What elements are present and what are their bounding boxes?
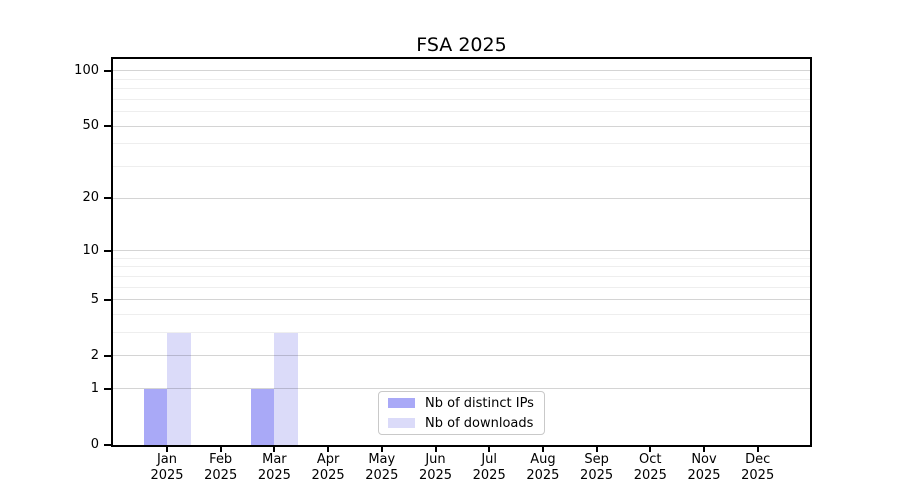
x-tick-month: Aug: [530, 452, 556, 467]
minor-gridline: [113, 111, 810, 113]
x-tick-year: 2025: [365, 468, 399, 483]
minor-gridline: [113, 314, 810, 316]
x-axis-tick-label: Dec 2025: [726, 452, 790, 484]
y-axis-tick: [104, 197, 111, 200]
x-tick-year: 2025: [741, 468, 775, 483]
y-axis-tick-label: 2: [90, 347, 99, 363]
x-axis-tick: [219, 445, 222, 452]
major-gridline: [113, 250, 810, 252]
minor-gridline: [113, 257, 810, 259]
x-tick-year: 2025: [687, 468, 721, 483]
bar-distinct-ips-jan: [143, 388, 167, 445]
y-axis-tick-label: 20: [82, 190, 99, 206]
bar-downloads-jan: [167, 332, 191, 445]
x-tick-year: 2025: [311, 468, 345, 483]
legend-entry-label: Nb of distinct IPs: [425, 395, 534, 411]
x-axis-tick-label: Jul 2025: [457, 452, 521, 484]
minor-gridline: [113, 166, 810, 168]
x-axis-tick: [595, 445, 598, 452]
x-tick-month: Feb: [209, 452, 233, 467]
y-axis-tick: [104, 69, 111, 72]
x-tick-year: 2025: [580, 468, 614, 483]
minor-gridline: [113, 88, 810, 90]
major-gridline: [113, 388, 810, 390]
minor-gridline: [113, 275, 810, 277]
y-axis-tick-label: 50: [82, 118, 99, 134]
x-axis-tick: [756, 445, 759, 452]
x-tick-year: 2025: [204, 468, 238, 483]
x-axis-tick-label: May 2025: [350, 452, 414, 484]
minor-gridline: [113, 98, 810, 100]
x-axis-tick-label: Apr 2025: [296, 452, 360, 484]
legend-entry: Nb of distinct IPs: [379, 394, 544, 412]
x-tick-month: Apr: [316, 452, 340, 467]
y-axis-tick: [104, 125, 111, 128]
x-axis-tick-label: Feb 2025: [189, 452, 253, 484]
x-tick-month: Sep: [584, 452, 609, 467]
bar-distinct-ips-mar: [250, 388, 275, 445]
x-axis-tick: [649, 445, 652, 452]
x-axis-tick-label: Oct 2025: [618, 452, 682, 484]
x-axis-tick-label: Sep 2025: [565, 452, 629, 484]
legend: Nb of distinct IPs Nb of downloads: [378, 391, 545, 435]
major-gridline: [113, 355, 810, 357]
y-axis-tick-label: 1: [90, 380, 99, 396]
minor-gridline: [113, 266, 810, 268]
legend-entry: Nb of downloads: [379, 414, 544, 432]
legend-swatch-distinct-ips: [388, 398, 415, 408]
x-axis-tick-label: Nov 2025: [672, 452, 736, 484]
x-tick-month: Mar: [262, 452, 287, 467]
major-gridline: [113, 70, 810, 72]
x-tick-month: Oct: [639, 452, 662, 467]
x-axis-tick: [380, 445, 383, 452]
y-axis-tick-label: 0: [90, 437, 99, 452]
major-gridline: [113, 197, 810, 199]
chart-title: FSA 2025: [416, 34, 507, 56]
x-axis-tick: [166, 445, 168, 452]
x-axis-tick-label: Jun 2025: [404, 452, 468, 484]
minor-gridline: [113, 286, 810, 288]
x-tick-month: Jan: [156, 452, 178, 467]
legend-swatch-downloads: [388, 418, 415, 428]
x-axis-tick-label: Aug 2025: [511, 452, 575, 484]
bar-downloads-mar: [274, 332, 298, 445]
y-axis-tick-label: 10: [82, 242, 99, 258]
x-tick-month: Nov: [691, 452, 717, 467]
x-axis-tick: [327, 445, 330, 452]
x-axis-tick-label: Jan 2025: [135, 452, 199, 484]
plot-area: [111, 57, 812, 447]
major-gridline: [113, 125, 810, 127]
x-tick-year: 2025: [150, 468, 184, 483]
x-tick-month: Dec: [745, 452, 771, 467]
y-axis-tick-label: 5: [90, 291, 99, 307]
x-axis-tick: [488, 445, 491, 452]
legend-entry-label: Nb of downloads: [425, 415, 534, 431]
x-tick-year: 2025: [633, 468, 667, 483]
major-gridline: [113, 299, 810, 301]
minor-gridline: [113, 143, 810, 145]
x-tick-year: 2025: [257, 468, 291, 483]
x-tick-month: Jul: [481, 452, 498, 467]
minor-gridline: [113, 78, 810, 80]
x-axis-tick-label: Mar 2025: [242, 452, 306, 484]
y-axis-tick-label: 100: [74, 62, 99, 78]
minor-gridline: [113, 332, 810, 334]
y-axis-tick: [104, 387, 111, 390]
y-axis-tick: [104, 354, 111, 357]
x-tick-month: May: [368, 452, 396, 467]
x-tick-year: 2025: [472, 468, 506, 483]
y-axis-tick: [104, 444, 111, 446]
x-tick-year: 2025: [526, 468, 560, 483]
x-axis-tick: [541, 445, 544, 452]
y-axis-tick: [104, 249, 111, 252]
x-tick-month: Jun: [425, 452, 446, 467]
x-tick-year: 2025: [418, 468, 453, 483]
x-axis-tick: [273, 445, 276, 452]
y-axis-tick: [104, 298, 111, 301]
x-axis-tick: [434, 445, 437, 452]
x-axis-tick: [703, 445, 705, 452]
